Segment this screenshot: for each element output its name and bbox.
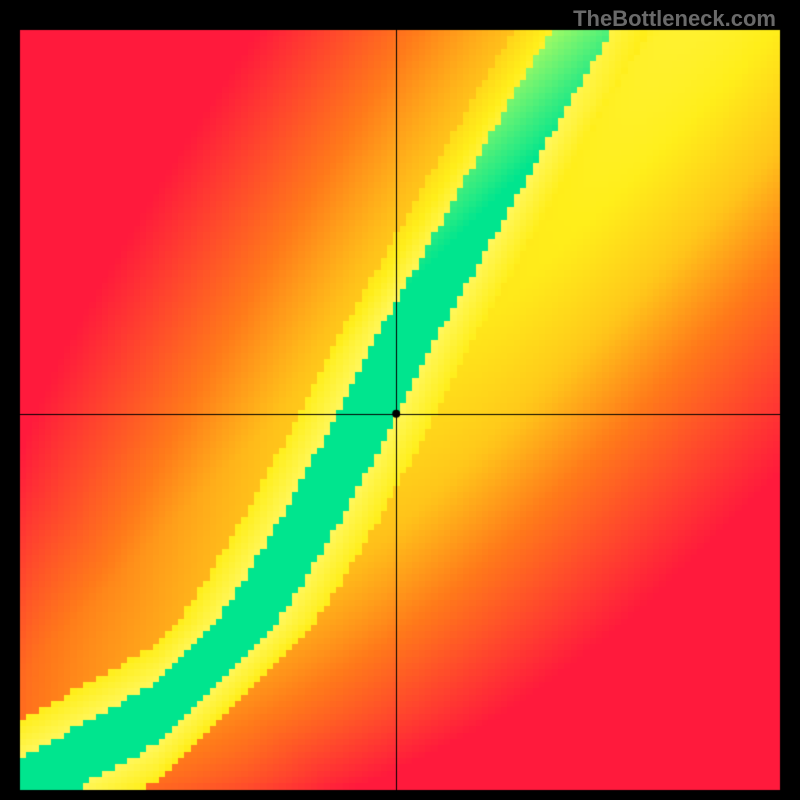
bottleneck-heatmap bbox=[0, 0, 800, 800]
watermark-text: TheBottleneck.com bbox=[573, 6, 776, 32]
chart-container: TheBottleneck.com bbox=[0, 0, 800, 800]
